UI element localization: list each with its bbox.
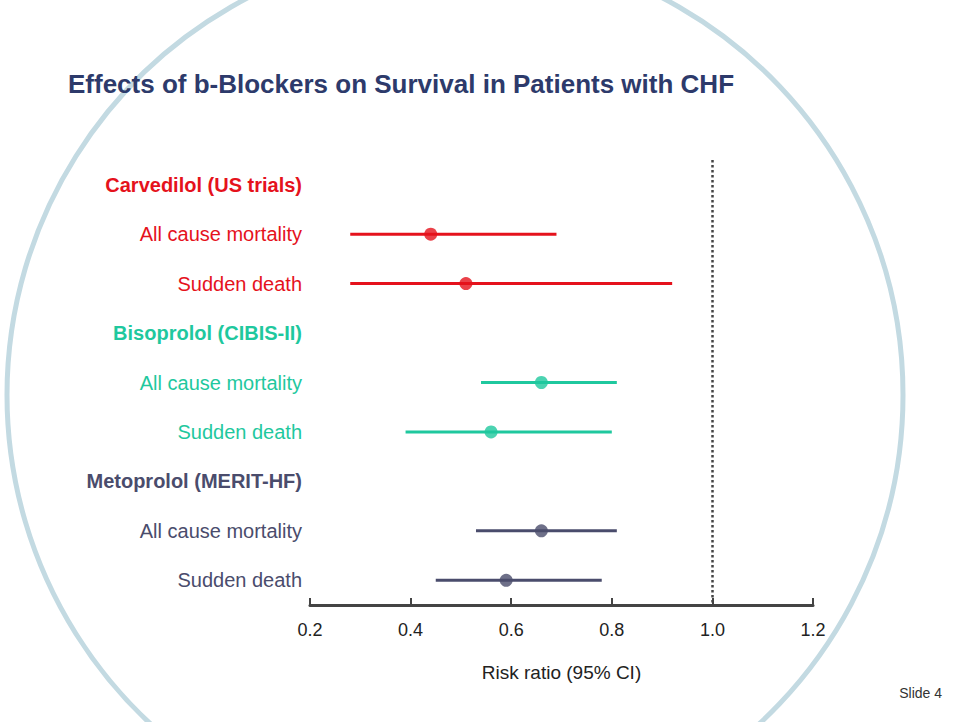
svg-text:Sudden death: Sudden death [177, 273, 302, 295]
svg-text:0.4: 0.4 [398, 620, 423, 640]
svg-text:All cause mortality: All cause mortality [140, 223, 302, 245]
svg-text:Metoprolol (MERIT-HF): Metoprolol (MERIT-HF) [86, 470, 302, 492]
svg-text:Effects of b-Blockers on Survi: Effects of b-Blockers on Survival in Pat… [68, 69, 734, 99]
svg-text:All cause mortality: All cause mortality [140, 372, 302, 394]
svg-text:1.0: 1.0 [700, 620, 725, 640]
svg-text:Slide 4: Slide 4 [899, 685, 942, 701]
svg-text:0.8: 0.8 [599, 620, 624, 640]
svg-text:Sudden death: Sudden death [177, 421, 302, 443]
svg-text:0.6: 0.6 [499, 620, 524, 640]
svg-text:Carvedilol (US trials): Carvedilol (US trials) [105, 174, 302, 196]
svg-text:0.2: 0.2 [297, 620, 322, 640]
svg-text:All cause mortality: All cause mortality [140, 520, 302, 542]
svg-text:Bisoprolol (CIBIS-II): Bisoprolol (CIBIS-II) [113, 322, 302, 344]
svg-text:Sudden death: Sudden death [177, 569, 302, 591]
svg-text:1.2: 1.2 [800, 620, 825, 640]
svg-text:Risk ratio (95% CI): Risk ratio (95% CI) [482, 662, 641, 683]
